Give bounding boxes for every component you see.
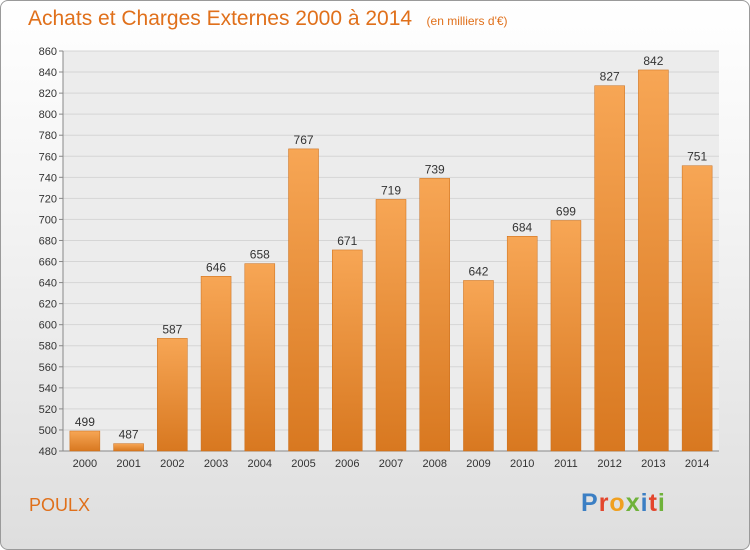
proxiti-logo-letter: t <box>648 489 658 517</box>
y-tick-label: 680 <box>39 235 57 247</box>
data-label: 658 <box>250 248 270 262</box>
x-tick-label: 2014 <box>685 458 709 470</box>
data-label: 719 <box>381 183 401 197</box>
bar <box>69 430 101 452</box>
x-tick-label: 2005 <box>291 458 315 470</box>
y-tick-label: 540 <box>39 383 57 395</box>
bar <box>681 165 713 452</box>
bar <box>244 263 276 452</box>
y-tick-label: 700 <box>39 214 57 226</box>
data-label: 842 <box>643 54 663 68</box>
data-label: 699 <box>556 204 576 218</box>
y-tick-label: 740 <box>39 172 57 184</box>
y-tick-label: 500 <box>39 425 57 437</box>
data-label: 739 <box>425 162 445 176</box>
bar <box>463 280 494 452</box>
commune-name: POULX <box>29 495 91 515</box>
bar <box>550 220 582 452</box>
data-label: 684 <box>512 220 532 234</box>
y-tick-label: 580 <box>39 341 57 353</box>
bar <box>506 236 538 452</box>
x-tick-label: 2004 <box>248 458 272 470</box>
bar <box>375 199 407 452</box>
x-tick-label: 2012 <box>597 458 621 470</box>
data-label: 767 <box>294 133 314 147</box>
bar <box>200 276 232 452</box>
y-tick-label: 480 <box>39 446 57 458</box>
data-label: 642 <box>468 264 488 278</box>
bar <box>594 85 625 452</box>
bar <box>113 443 144 452</box>
y-tick-label: 520 <box>39 404 57 416</box>
y-tick-label: 560 <box>39 362 57 374</box>
x-tick-label: 2013 <box>641 458 665 470</box>
y-tick-label: 780 <box>39 130 57 142</box>
x-tick-label: 2001 <box>116 458 140 470</box>
data-label: 587 <box>162 322 182 336</box>
data-label: 827 <box>600 70 620 84</box>
y-tick-label: 820 <box>39 88 57 100</box>
y-tick-label: 800 <box>39 109 57 121</box>
proxiti-logo-letter: i <box>657 489 666 517</box>
chart-title: Achats et Charges Externes 2000 à 2014 <box>28 7 413 30</box>
proxiti-logo-letter: P <box>581 489 599 517</box>
x-tick-label: 2002 <box>160 458 184 470</box>
data-label: 499 <box>75 415 95 429</box>
title-row: Achats et Charges Externes 2000 à 2014 (… <box>28 7 508 31</box>
x-tick-label: 2006 <box>335 458 359 470</box>
proxiti-logo-letter: x <box>625 489 641 517</box>
y-tick-label: 600 <box>39 320 57 332</box>
data-label: 751 <box>687 150 707 164</box>
proxiti-logo-letter: o <box>609 489 626 517</box>
y-tick-label: 660 <box>39 257 57 269</box>
data-label: 646 <box>206 260 226 274</box>
proxiti-logo-letter: r <box>598 489 610 517</box>
y-tick-label: 620 <box>39 299 57 311</box>
x-tick-label: 2000 <box>73 458 97 470</box>
bar <box>157 338 188 452</box>
bar <box>288 148 319 452</box>
y-tick-label: 640 <box>39 278 57 290</box>
x-tick-label: 2008 <box>422 458 446 470</box>
y-tick-label: 840 <box>39 67 57 79</box>
x-tick-label: 2009 <box>466 458 490 470</box>
x-tick-label: 2010 <box>510 458 534 470</box>
bar <box>419 178 450 452</box>
chart-subtitle: (en milliers d'€) <box>426 14 508 28</box>
y-tick-label: 860 <box>39 46 57 58</box>
bar <box>332 249 363 452</box>
y-tick-label: 760 <box>39 151 57 163</box>
data-label: 487 <box>119 428 139 442</box>
x-tick-label: 2011 <box>554 458 578 470</box>
proxiti-logo: Proxiti <box>581 489 666 518</box>
proxiti-logo-letter: i <box>640 489 649 517</box>
y-tick-label: 720 <box>39 193 57 205</box>
x-tick-label: 2007 <box>379 458 403 470</box>
bar <box>638 69 669 452</box>
x-tick-label: 2003 <box>204 458 228 470</box>
data-label: 671 <box>337 234 357 248</box>
